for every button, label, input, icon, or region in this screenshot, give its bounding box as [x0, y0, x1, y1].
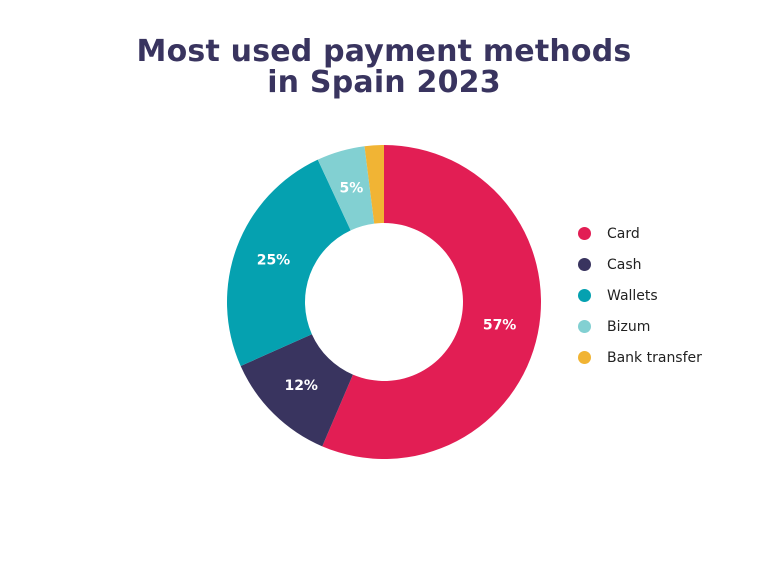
chart-title: Most used payment methods in Spain 2023 [0, 36, 768, 98]
slice-label-bizum: 5% [340, 181, 364, 197]
slice-card [322, 145, 541, 459]
legend-swatch-cash [578, 258, 591, 271]
legend-label-cash: Cash [607, 256, 642, 273]
legend-swatch-bizum [578, 320, 591, 333]
legend-label-bank-transfer: Bank transfer [607, 349, 702, 366]
slice-wallets [227, 159, 351, 367]
slice-label-cash: 12% [284, 378, 318, 394]
chart-title-line-2: in Spain 2023 [267, 65, 501, 100]
legend-item-bizum: Bizum [578, 311, 702, 342]
legend-item-card: Card [578, 218, 702, 249]
legend-swatch-wallets [578, 289, 591, 302]
chart-legend: Card Cash Wallets Bizum Bank transfer [578, 218, 702, 373]
legend-item-wallets: Wallets [578, 280, 702, 311]
legend-item-bank-transfer: Bank transfer [578, 342, 702, 373]
legend-label-bizum: Bizum [607, 318, 651, 335]
donut-slices [227, 145, 541, 459]
chart-title-line-1: Most used payment methods [136, 34, 632, 69]
legend-swatch-bank-transfer [578, 351, 591, 364]
slice-label-card: 57% [483, 318, 517, 334]
slice-bizum [317, 146, 375, 231]
legend-label-wallets: Wallets [607, 287, 658, 304]
slice-cash [240, 334, 353, 447]
slice-labels: 57% 12% 25% 5% [257, 181, 517, 394]
legend-swatch-card [578, 227, 591, 240]
legend-label-card: Card [607, 225, 640, 242]
slice-label-wallets: 25% [257, 253, 291, 269]
legend-item-cash: Cash [578, 249, 702, 280]
slice-bank-transfer [364, 145, 384, 224]
